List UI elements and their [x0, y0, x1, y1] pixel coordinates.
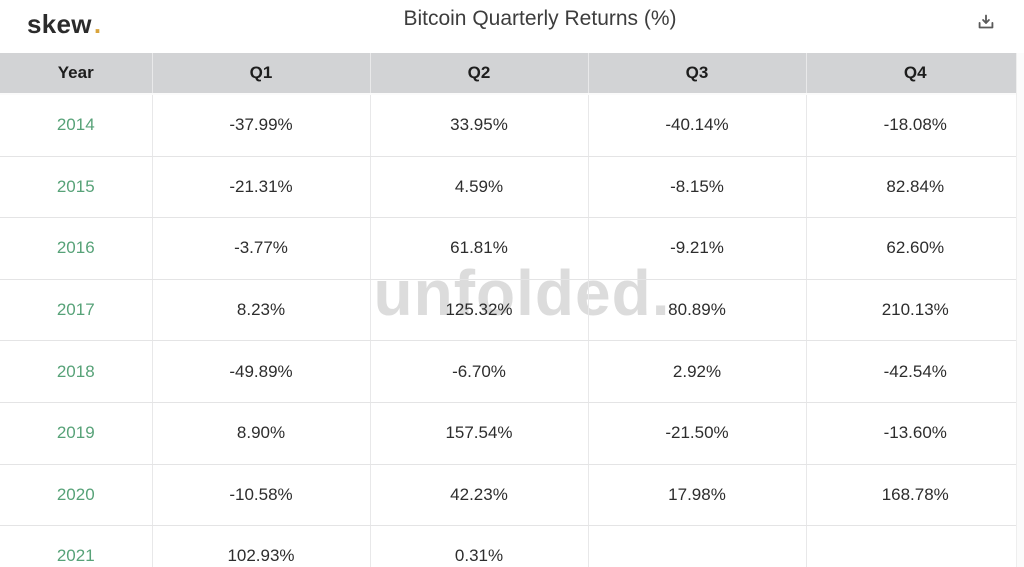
table-body: 2014 -37.99% 33.95% -40.14% -18.08% 2015 -21.3…: [0, 94, 1024, 567]
column-header: Q4: [806, 53, 1024, 95]
returns-table: Year Q1 Q2 Q3 Q4 2014 -37.99% 33.95% -40.14% -18…: [0, 53, 1024, 567]
table-row: 2020 -10.58% 42.23% 17.98% 168.78%: [0, 464, 1024, 527]
value-cell: -37.99%: [152, 94, 371, 157]
table-row: 2017 8.23% 125.32% 80.89% 210.13%: [0, 279, 1024, 342]
value-cell: -10.58%: [152, 464, 371, 527]
year-cell: 2019: [0, 402, 153, 465]
value-cell: 33.95%: [370, 94, 589, 157]
column-header: Q2: [370, 53, 589, 95]
table-row: 2021 102.93% 0.31%: [0, 525, 1024, 567]
year-cell: 2017: [0, 279, 153, 342]
year-cell: 2021: [0, 525, 153, 567]
value-cell: 168.78%: [806, 464, 1024, 527]
table-row: 2015 -21.31% 4.59% -8.15% 82.84%: [0, 156, 1024, 219]
value-cell: -6.70%: [370, 340, 589, 403]
table-row: 2018 -49.89% -6.70% 2.92% -42.54%: [0, 340, 1024, 403]
value-cell: 125.32%: [370, 279, 589, 342]
value-cell: 0.31%: [370, 525, 589, 567]
value-cell: -40.14%: [588, 94, 807, 157]
year-cell: 2020: [0, 464, 153, 527]
scrollbar-gutter: [1016, 53, 1024, 567]
value-cell: 42.23%: [370, 464, 589, 527]
value-cell: 82.84%: [806, 156, 1024, 219]
year-cell: 2016: [0, 217, 153, 280]
year-cell: 2015: [0, 156, 153, 219]
value-cell: [806, 525, 1024, 567]
column-header: Q3: [588, 53, 807, 95]
table-header-row: Year Q1 Q2 Q3 Q4: [0, 53, 1024, 95]
value-cell: 62.60%: [806, 217, 1024, 280]
table-row: 2014 -37.99% 33.95% -40.14% -18.08%: [0, 94, 1024, 157]
value-cell: 8.23%: [152, 279, 371, 342]
table-row: 2019 8.90% 157.54% -21.50% -13.60%: [0, 402, 1024, 465]
value-cell: 2.92%: [588, 340, 807, 403]
value-cell: -13.60%: [806, 402, 1024, 465]
logo-dot: .: [93, 9, 102, 39]
table-row: 2016 -3.77% 61.81% -9.21% 62.60%: [0, 217, 1024, 280]
value-cell: 4.59%: [370, 156, 589, 219]
value-cell: 157.54%: [370, 402, 589, 465]
value-cell: -9.21%: [588, 217, 807, 280]
value-cell: 80.89%: [588, 279, 807, 342]
value-cell: -3.77%: [152, 217, 371, 280]
value-cell: -21.31%: [152, 156, 371, 219]
value-cell: -49.89%: [152, 340, 371, 403]
value-cell: -8.15%: [588, 156, 807, 219]
topbar: skew. Bitcoin Quarterly Returns (%): [0, 0, 1024, 53]
value-cell: 17.98%: [588, 464, 807, 527]
download-button[interactable]: [972, 8, 1000, 36]
value-cell: 210.13%: [806, 279, 1024, 342]
value-cell: -42.54%: [806, 340, 1024, 403]
column-header: Year: [0, 53, 153, 95]
value-cell: -18.08%: [806, 94, 1024, 157]
year-cell: 2014: [0, 94, 153, 157]
page-title: Bitcoin Quarterly Returns (%): [403, 7, 677, 30]
year-cell: 2018: [0, 340, 153, 403]
value-cell: [588, 525, 807, 567]
column-header: Q1: [152, 53, 371, 95]
value-cell: 8.90%: [152, 402, 371, 465]
skew-logo: skew.: [27, 9, 101, 40]
logo-text: skew: [27, 9, 92, 39]
value-cell: 102.93%: [152, 525, 371, 567]
value-cell: 61.81%: [370, 217, 589, 280]
value-cell: -21.50%: [588, 402, 807, 465]
download-icon: [975, 11, 997, 33]
